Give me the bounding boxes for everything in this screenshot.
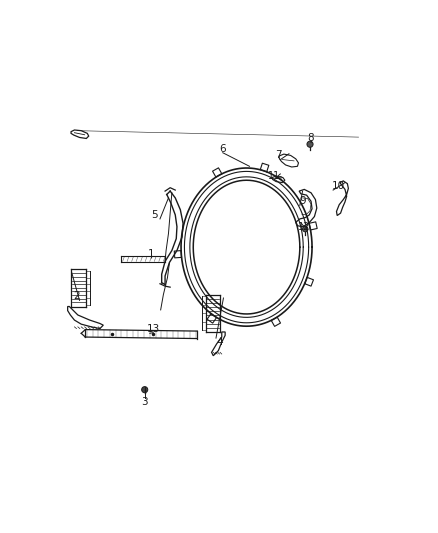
Text: 13: 13	[147, 324, 160, 334]
Text: 12: 12	[298, 222, 311, 232]
Text: 3: 3	[141, 397, 148, 407]
Circle shape	[307, 141, 313, 147]
Text: 4: 4	[216, 337, 223, 347]
Text: 11: 11	[268, 171, 280, 181]
Text: 9: 9	[299, 196, 306, 206]
Text: 7: 7	[276, 150, 282, 160]
Text: 2: 2	[74, 292, 80, 301]
Text: 5: 5	[152, 210, 158, 220]
Text: 1: 1	[148, 249, 155, 259]
Circle shape	[303, 227, 308, 232]
Circle shape	[141, 386, 148, 393]
Text: 6: 6	[219, 144, 226, 154]
Text: 10: 10	[332, 181, 345, 191]
Text: 8: 8	[308, 133, 314, 143]
